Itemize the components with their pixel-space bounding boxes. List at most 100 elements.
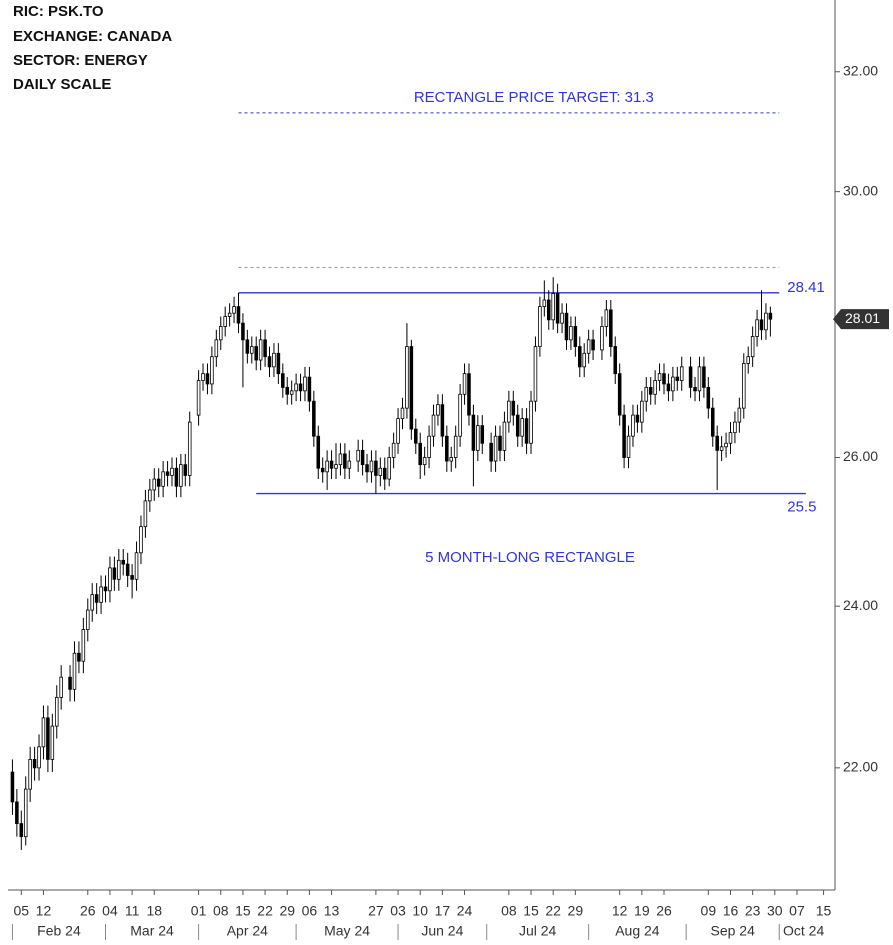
candle-body [334,464,338,469]
candle-body [702,366,706,388]
x-tick-label: 16 [723,903,739,919]
candle-body [719,446,724,451]
candle-body [688,366,693,388]
candle-body [600,326,604,351]
annotation: 5 MONTH-LONG RECTANGLE [425,549,635,566]
candle-body [210,356,214,385]
candle-body [90,594,94,611]
candle-body [533,346,538,402]
candle-body [298,383,303,392]
candle-body [644,386,649,402]
candle-body [458,393,462,437]
candle-body [19,823,24,838]
candle-body [281,373,285,388]
x-tick-label: 22 [257,903,273,919]
candle-body [179,464,183,487]
candle-body [586,339,591,354]
x-tick-label: 03 [390,903,406,919]
candle-body [170,467,174,476]
candle-body [675,376,680,381]
candle-body [733,421,737,434]
candle-body [462,373,467,395]
candle-body [254,346,258,361]
candle-body [524,418,529,444]
candle-body [750,336,755,358]
candle-body [205,373,210,385]
candle-body [196,380,201,416]
candle-body [453,435,458,458]
candle-body [591,339,595,351]
candle-body [276,352,281,375]
candle-body [445,435,449,462]
x-tick-label: 13 [324,903,340,919]
candle-body [569,326,573,341]
candle-body [316,435,321,469]
info-line: SECTOR: ENERGY [13,52,148,69]
candle-body [112,567,117,580]
candle-body [400,407,405,420]
candle-body [440,404,445,437]
month-label: May 24 [324,923,370,939]
candle-body [405,346,409,409]
candle-body [285,386,290,395]
x-tick-label: 26 [80,903,96,919]
candle-body [498,435,502,451]
candle-body [121,559,126,565]
candle-body [68,676,72,690]
candle-body [37,746,41,769]
x-tick-label: 11 [125,903,140,919]
candle-body [436,404,440,416]
candle-body [214,339,219,358]
candle-body [227,312,232,317]
level-text: RECTANGLE PRICE TARGET: 31.3 [414,89,654,106]
candle-body [480,425,485,444]
x-tick-label: 15 [816,903,832,919]
y-tick-label: 30.00 [843,182,878,198]
candle-body [103,586,108,592]
candle-body [99,586,103,603]
candle-body [418,442,422,466]
candle-body [746,356,750,364]
candle-body [631,414,635,437]
candle-body [622,414,626,458]
candle-body [272,352,276,368]
candle-body [267,356,272,368]
candle-body [130,575,134,580]
candle-body [108,567,112,592]
candle-body [201,373,205,381]
candle-body [54,697,59,727]
candle-body [431,414,436,437]
candle-body [489,442,493,462]
candle-body [289,390,294,395]
candle-body [148,489,152,502]
last-price-tag [833,309,889,330]
level-value-label: 25.5 [787,499,816,516]
candle-body [560,312,564,324]
x-tick-label: 04 [102,903,118,919]
candle-body [86,609,90,630]
candle-body [250,346,254,354]
candle-body [422,457,427,466]
candle-body [671,376,675,392]
candle-body [578,346,582,368]
y-tick-label: 24.00 [843,597,878,613]
candle-body [768,312,773,320]
x-tick-label: 05 [14,903,30,919]
candle-body [241,322,245,341]
candle-body [59,676,63,698]
level-value-label: 28.41 [787,279,825,296]
y-tick-label: 22.00 [843,759,878,775]
month-label: Apr 24 [227,923,268,939]
candle-body [165,471,170,476]
info-line: DAILY SCALE [13,76,111,93]
candle-body [387,457,391,480]
candle-body [737,407,742,423]
candle-body [15,801,19,824]
candle-body [573,326,578,347]
candle-body [564,312,569,341]
x-tick-label: 07 [789,903,805,919]
month-label: Aug 24 [615,923,660,939]
candle-body [134,552,139,580]
info-line: RIC: PSK.TO [13,3,104,20]
x-tick-label: 27 [368,903,384,919]
